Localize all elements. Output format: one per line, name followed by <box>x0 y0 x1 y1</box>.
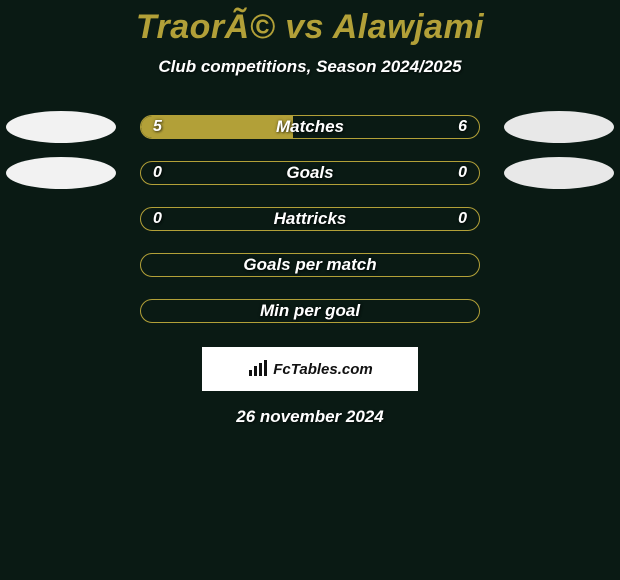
stat-label: Goals <box>286 163 333 183</box>
subtitle: Club competitions, Season 2024/2025 <box>158 57 461 77</box>
stats-container: 5 6 Matches 0 0 Goals 0 0 Hattricks Goals per mat… <box>0 115 620 323</box>
bars-icon <box>247 360 269 378</box>
side-ellipse-right <box>504 111 614 143</box>
stat-label: Hattricks <box>274 209 347 229</box>
stat-row: 0 0 Goals <box>0 161 620 185</box>
side-ellipse-right <box>504 157 614 189</box>
stat-fill <box>141 116 293 138</box>
stat-label: Goals per match <box>243 255 376 275</box>
stat-value-right: 0 <box>458 210 467 228</box>
stat-bar: 0 0 Goals <box>140 161 480 185</box>
footer-logo: FcTables.com <box>247 360 372 378</box>
player1-name: TraorÃ© <box>136 8 275 46</box>
content: TraorÃ© vs Alawjami Club competitions, S… <box>0 0 620 580</box>
stat-value-right: 6 <box>458 118 467 136</box>
stat-bar: 0 0 Hattricks <box>140 207 480 231</box>
stat-value-left: 5 <box>153 118 162 136</box>
footer-brand-box: FcTables.com <box>202 347 418 391</box>
stat-value-left: 0 <box>153 164 162 182</box>
stat-value-right: 0 <box>458 164 467 182</box>
page-title: TraorÃ© vs Alawjami <box>136 8 484 47</box>
vs-label: vs <box>285 8 324 46</box>
stat-label: Min per goal <box>260 301 360 321</box>
stat-label: Matches <box>276 117 344 137</box>
stat-bar: 5 6 Matches <box>140 115 480 139</box>
side-ellipse-left <box>6 111 116 143</box>
stat-row: Goals per match <box>0 253 620 277</box>
date-label: 26 november 2024 <box>236 407 383 427</box>
stat-row: Min per goal <box>0 299 620 323</box>
side-ellipse-left <box>6 157 116 189</box>
stat-value-left: 0 <box>153 210 162 228</box>
stat-bar: Goals per match <box>140 253 480 277</box>
stat-row: 0 0 Hattricks <box>0 207 620 231</box>
footer-brand-text: FcTables.com <box>273 361 372 378</box>
stat-bar: Min per goal <box>140 299 480 323</box>
player2-name: Alawjami <box>333 8 484 46</box>
stat-row: 5 6 Matches <box>0 115 620 139</box>
